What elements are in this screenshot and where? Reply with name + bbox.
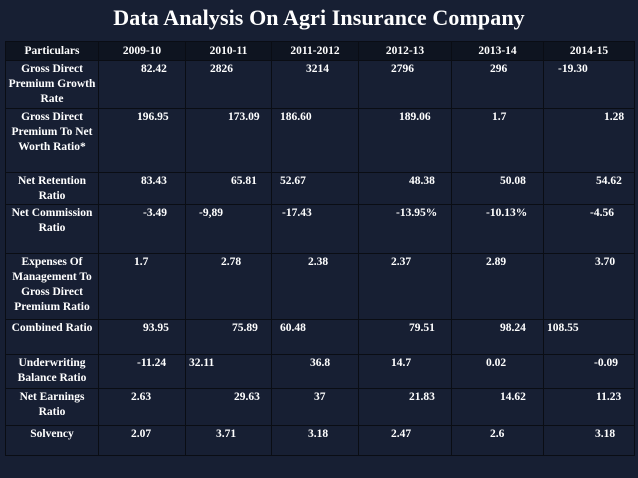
table-cell: 60.48 [271,319,359,355]
table-cell: -19.30 [543,60,635,109]
table-cell: 32.11 [185,354,272,389]
table-cell: 36.8 [271,354,359,389]
row-label: Net Commission Ratio [5,204,99,254]
table-cell: -0.09 [543,354,635,389]
table-row: Net Earnings Ratio 2.63 29.63 37 21.83 1… [5,388,635,426]
table-cell: 108.55 [543,319,635,355]
row-label: Combined Ratio [5,319,99,355]
header-row: Particulars 2009-10 2010-11 2011-2012 20… [5,41,635,61]
table-row: Expenses Of Management To Gross Direct P… [5,253,635,320]
insurance-ratio-table: Particulars 2009-10 2010-11 2011-2012 20… [5,41,635,456]
table-row: Gross Direct Premium Growth Rate 82.42 2… [5,60,635,109]
row-label: Underwriting Balance Ratio [5,354,99,389]
table-cell: 296 [451,60,544,109]
table-cell: 79.51 [358,319,452,355]
table-cell: 48.38 [358,172,452,205]
table-cell: 29.63 [185,388,272,426]
table-cell: 186.60 [271,108,359,173]
slide-title: Data Analysis On Agri Insurance Company [113,5,525,30]
table-cell: 2826 [185,60,272,109]
table-cell: -13.95% [358,204,452,254]
table-row: Net Retention Ratio 83.43 65.81 52.67 48… [5,172,635,205]
row-label: Net Earnings Ratio [5,388,99,426]
table-row: Underwriting Balance Ratio -11.24 32.11 … [5,354,635,389]
table-cell: 21.83 [358,388,452,426]
table-cell: 65.81 [185,172,272,205]
table-cell: 189.06 [358,108,452,173]
table-cell: 50.08 [451,172,544,205]
table-cell: 54.62 [543,172,635,205]
table-row: Combined Ratio 93.95 75.89 60.48 79.51 9… [5,319,635,355]
table-cell: -4.56 [543,204,635,254]
table-cell: 2.37 [358,253,452,320]
table-cell: -3.49 [98,204,186,254]
table-cell: 3.71 [185,425,272,456]
table-cell: 52.67 [271,172,359,205]
table-cell: 82.42 [98,60,186,109]
header-cell-particulars: Particulars [5,41,99,61]
table-cell: 3.18 [271,425,359,456]
table-row: Gross Direct Premium To Net Worth Ratio*… [5,108,635,173]
table-row: Net Commission Ratio -3.49 -9,89 -17.43 … [5,204,635,254]
table-cell: 1.7 [451,108,544,173]
table-cell: 2796 [358,60,452,109]
table-cell: 2.6 [451,425,544,456]
header-cell-2009-10: 2009-10 [98,41,186,61]
table-cell: 14.62 [451,388,544,426]
table-cell: 196.95 [98,108,186,173]
table-cell: -17.43 [271,204,359,254]
table-cell: 2.78 [185,253,272,320]
table-cell: 3.70 [543,253,635,320]
table-cell: 2.38 [271,253,359,320]
table-cell: 2.89 [451,253,544,320]
table-cell: 3214 [271,60,359,109]
row-label: Solvency [5,425,99,456]
header-cell-2013-14: 2013-14 [451,41,544,61]
table-cell: 1.7 [98,253,186,320]
table-cell: 83.43 [98,172,186,205]
table-cell: -9,89 [185,204,272,254]
table-cell: -10.13% [451,204,544,254]
table-cell: 2.47 [358,425,452,456]
row-label: Expenses Of Management To Gross Direct P… [5,253,99,320]
table-cell: 1.28 [543,108,635,173]
header-cell-2014-15: 2014-15 [543,41,635,61]
table-cell: 0.02 [451,354,544,389]
table-cell: 37 [271,388,359,426]
table-cell: 98.24 [451,319,544,355]
table-cell: 173.09 [185,108,272,173]
table-cell: -11.24 [98,354,186,389]
table-cell: 93.95 [98,319,186,355]
table-cell: 11.23 [543,388,635,426]
row-label: Gross Direct Premium To Net Worth Ratio* [5,108,99,173]
row-label: Gross Direct Premium Growth Rate [5,60,99,109]
table-cell: 2.07 [98,425,186,456]
table-row: Solvency 2.07 3.71 3.18 2.47 2.6 3.18 [5,425,635,456]
header-cell-2011-2012: 2011-2012 [271,41,359,61]
table-cell: 2.63 [98,388,186,426]
header-cell-2012-13: 2012-13 [358,41,452,61]
header-cell-2010-11: 2010-11 [185,41,272,61]
row-label: Net Retention Ratio [5,172,99,205]
table-cell: 3.18 [543,425,635,456]
table-cell: 75.89 [185,319,272,355]
table-cell: 14.7 [358,354,452,389]
